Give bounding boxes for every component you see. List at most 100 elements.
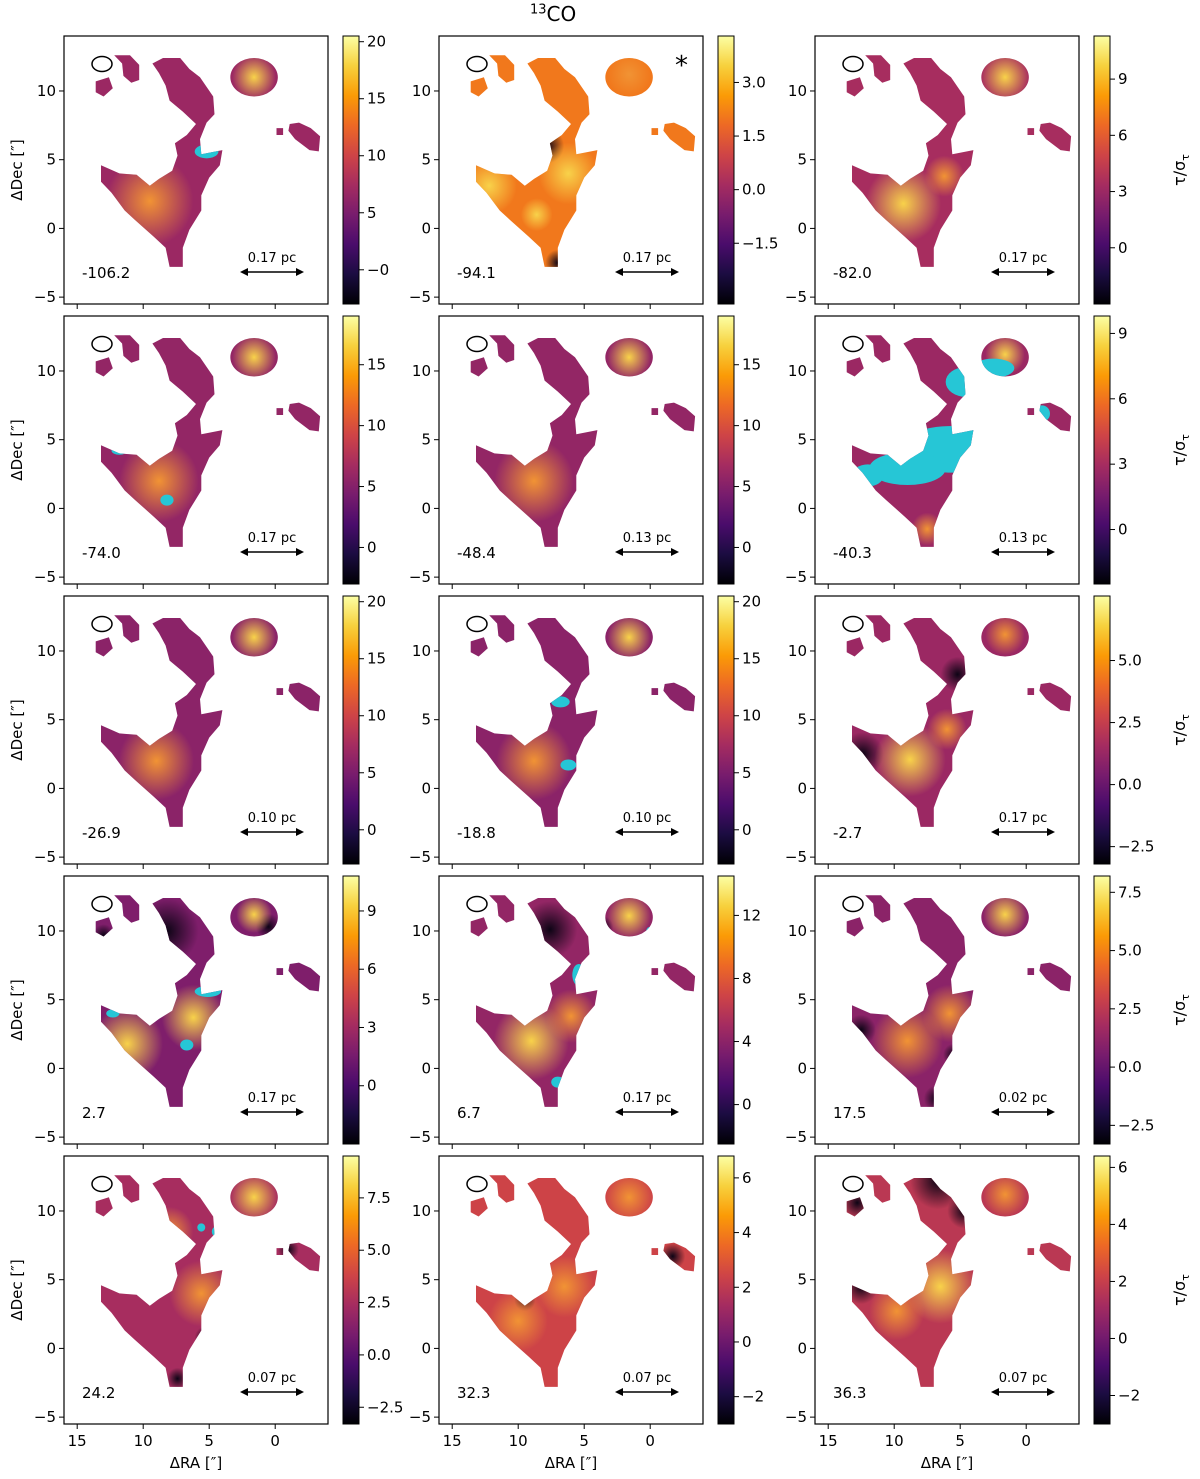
scale-bar-label: 0.17 pc [999, 811, 1047, 826]
colorbar [1093, 1155, 1111, 1425]
y-axis-label: ΔDec [″] [8, 699, 26, 760]
emission-peak [232, 55, 276, 100]
colorbar-tick-label: 0.0 [1118, 1058, 1142, 1076]
scale-bar-label: 0.02 pc [999, 1091, 1047, 1106]
x-axis-label: ΔRA [″] [921, 1454, 973, 1472]
scale-bar-arrow-left [615, 268, 623, 276]
beam-ellipse [91, 895, 113, 913]
y-tick-label: −5 [34, 568, 56, 586]
scale-bar-arrow-right [671, 548, 679, 556]
emission-low-spot [522, 901, 578, 959]
panel-frame [438, 35, 704, 305]
beam-ellipse [842, 1175, 864, 1193]
emission-peak [470, 156, 517, 215]
scale-bar-arrow-right [296, 828, 304, 836]
colorbar-tick-label: 5 [742, 478, 752, 496]
masked-region [972, 358, 1015, 378]
colorbar-tick-label: 6 [1118, 126, 1128, 144]
scale-bar-arrow-left [240, 1388, 248, 1396]
panel-frame [63, 595, 329, 865]
panel-frame [63, 35, 329, 305]
y-tick-label: 0 [421, 1059, 431, 1077]
y-tick-label: 5 [46, 151, 56, 169]
y-tick-label: 5 [797, 151, 807, 169]
colorbar-tick-label: 3.0 [742, 73, 766, 91]
colorbar-tick-label: 9 [1118, 70, 1128, 88]
y-tick-label: 10 [412, 82, 431, 100]
emission-peak [95, 1006, 163, 1081]
scale-bar-arrow-left [991, 828, 999, 836]
colorbar [1093, 595, 1111, 865]
colorbar-tick-label: −2.5 [367, 1398, 403, 1416]
emission-peak [538, 142, 599, 205]
scale-bar-label: 0.17 pc [623, 1091, 671, 1106]
x-tick-label: 10 [509, 1432, 528, 1450]
masked-region [869, 452, 946, 486]
y-tick-label: −5 [409, 568, 431, 586]
y-tick-label: 10 [788, 82, 807, 100]
colorbar-tick-label: 10 [742, 707, 761, 725]
colorbar-tick-label: 5 [367, 478, 377, 496]
x-tick-label: 0 [270, 1432, 280, 1450]
emission-peak [605, 1175, 653, 1222]
masked-region [572, 963, 586, 986]
y-tick-label: 10 [412, 922, 431, 940]
colorbar-tick-label: 6 [1118, 390, 1128, 408]
colorbar-tick-label: 0.0 [1118, 776, 1142, 794]
colorbar-tick-label: 20 [742, 593, 761, 611]
colorbar-tick-label: 15 [367, 90, 386, 108]
y-tick-label: 10 [788, 1202, 807, 1220]
colorbar-tick-label: 10 [367, 707, 386, 725]
colorbar-tick-label: 15 [742, 650, 761, 668]
emission-low-spot [95, 924, 115, 947]
y-tick-label: −5 [785, 1408, 807, 1426]
colorbar-tick-label: 0 [1118, 239, 1128, 257]
y-tick-label: 0 [46, 499, 56, 517]
emission-peak [874, 722, 946, 797]
emission-peak [869, 1282, 925, 1341]
y-tick-label: 10 [37, 362, 56, 380]
panel-frame [438, 315, 704, 585]
masked-region [211, 1226, 223, 1238]
colorbar-tick-label: 5.0 [1118, 652, 1142, 670]
colorbar-tick-label: 1.5 [742, 127, 766, 145]
colorbar [1093, 35, 1111, 305]
y-tick-label: −5 [409, 1408, 431, 1426]
colorbar-tick-label: 2 [742, 1278, 752, 1296]
scale-bar-arrow-left [615, 828, 623, 836]
beam-ellipse [466, 1175, 488, 1193]
emission-low-spot [194, 1326, 216, 1349]
colorbar-tick-label: −2.5 [1118, 1116, 1154, 1134]
colorbar-tick-label: 9 [367, 902, 377, 920]
emission-peak [924, 155, 965, 197]
emission-peak [520, 198, 553, 232]
colorbar-tick-label: 0 [367, 538, 377, 556]
y-tick-label: 0 [46, 779, 56, 797]
colorbar-tick-label: 4 [742, 1033, 752, 1051]
emission-peak [496, 721, 572, 801]
velocity-label: -94.1 [457, 264, 496, 282]
channel-panel: −5 0 5 10 -82.0 0.17 pc 0 3 6 9 τ/στ [785, 35, 1192, 309]
velocity-label: -18.8 [457, 824, 496, 842]
colorbar-tick-label: 20 [367, 33, 386, 51]
y-tick-label: 10 [788, 362, 807, 380]
panel-frame [814, 1155, 1080, 1425]
colorbar-tick-label: 2.5 [367, 1294, 391, 1312]
channel-panel: −5 0 5 10 -48.4 0.13 pc 0 5 10 15 [409, 315, 761, 589]
colorbar-tick-label: 4 [1118, 1215, 1128, 1233]
colorbar-tick-label: −0 [367, 261, 389, 279]
y-tick-label: 5 [797, 1271, 807, 1289]
velocity-label: -74.0 [82, 544, 121, 562]
beam-ellipse [466, 615, 488, 633]
velocity-label: -2.7 [833, 824, 862, 842]
emission-low-spot [949, 615, 984, 636]
colorbar-tick-label: −2 [1118, 1386, 1140, 1404]
scale-bar-arrow-left [240, 828, 248, 836]
x-tick-label: 0 [1021, 1432, 1031, 1450]
velocity-label: -106.2 [82, 264, 130, 282]
emission-low-spot [923, 1085, 950, 1107]
y-tick-label: 5 [797, 991, 807, 1009]
channel-panel: −5 0 5 10 ΔDec [″] -26.9 0.10 pc 0 5 10 15 20 [8, 593, 386, 869]
beam-ellipse [466, 895, 488, 913]
